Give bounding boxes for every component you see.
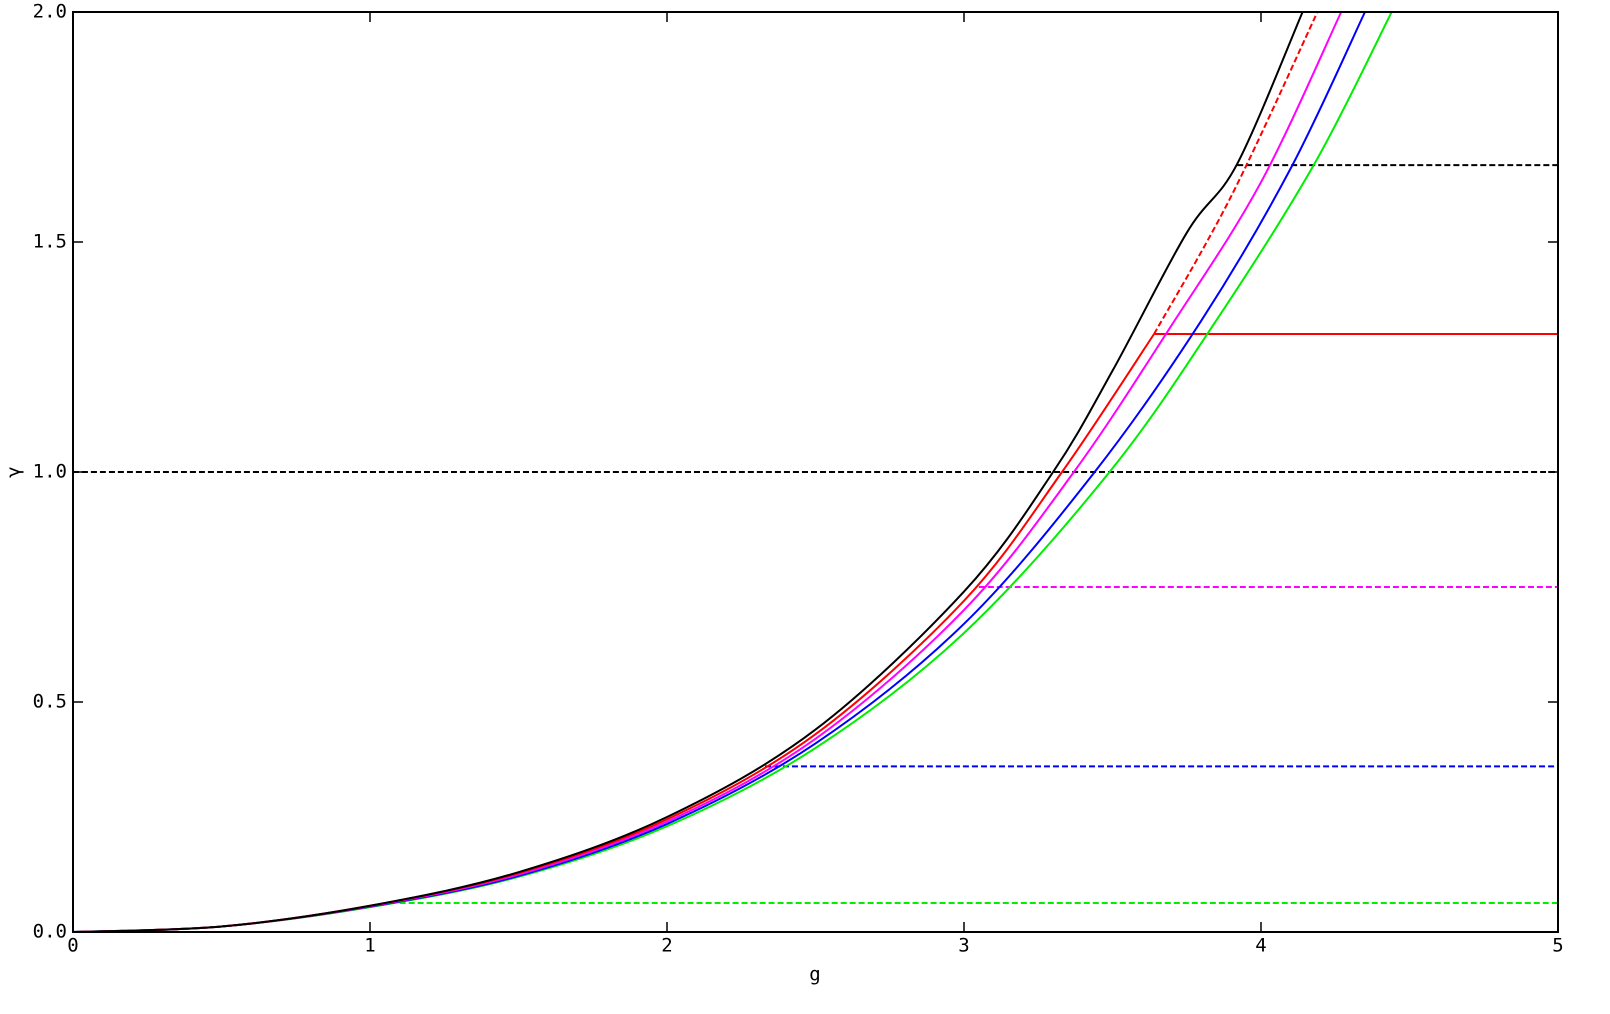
y-tick-label: 0.0 (33, 921, 67, 943)
y-tick-label: 2.0 (33, 1, 67, 23)
x-axis-label: g (809, 964, 820, 986)
y-tick-label: 1.5 (33, 231, 67, 253)
x-tick-label: 5 (1552, 935, 1563, 957)
y-tick-label: 0.5 (33, 691, 67, 713)
x-tick-label: 1 (364, 935, 375, 957)
series-line (1153, 11, 1319, 335)
y-axis-label: γ (3, 466, 25, 477)
x-tick-label: 0 (67, 935, 78, 957)
series-line (72, 11, 1304, 933)
x-tick-label: 2 (661, 935, 672, 957)
series-line (72, 333, 1155, 933)
y-tick-label: 1.0 (33, 461, 67, 483)
x-tick-label: 4 (1255, 935, 1266, 957)
x-tick-label: 3 (958, 935, 969, 957)
